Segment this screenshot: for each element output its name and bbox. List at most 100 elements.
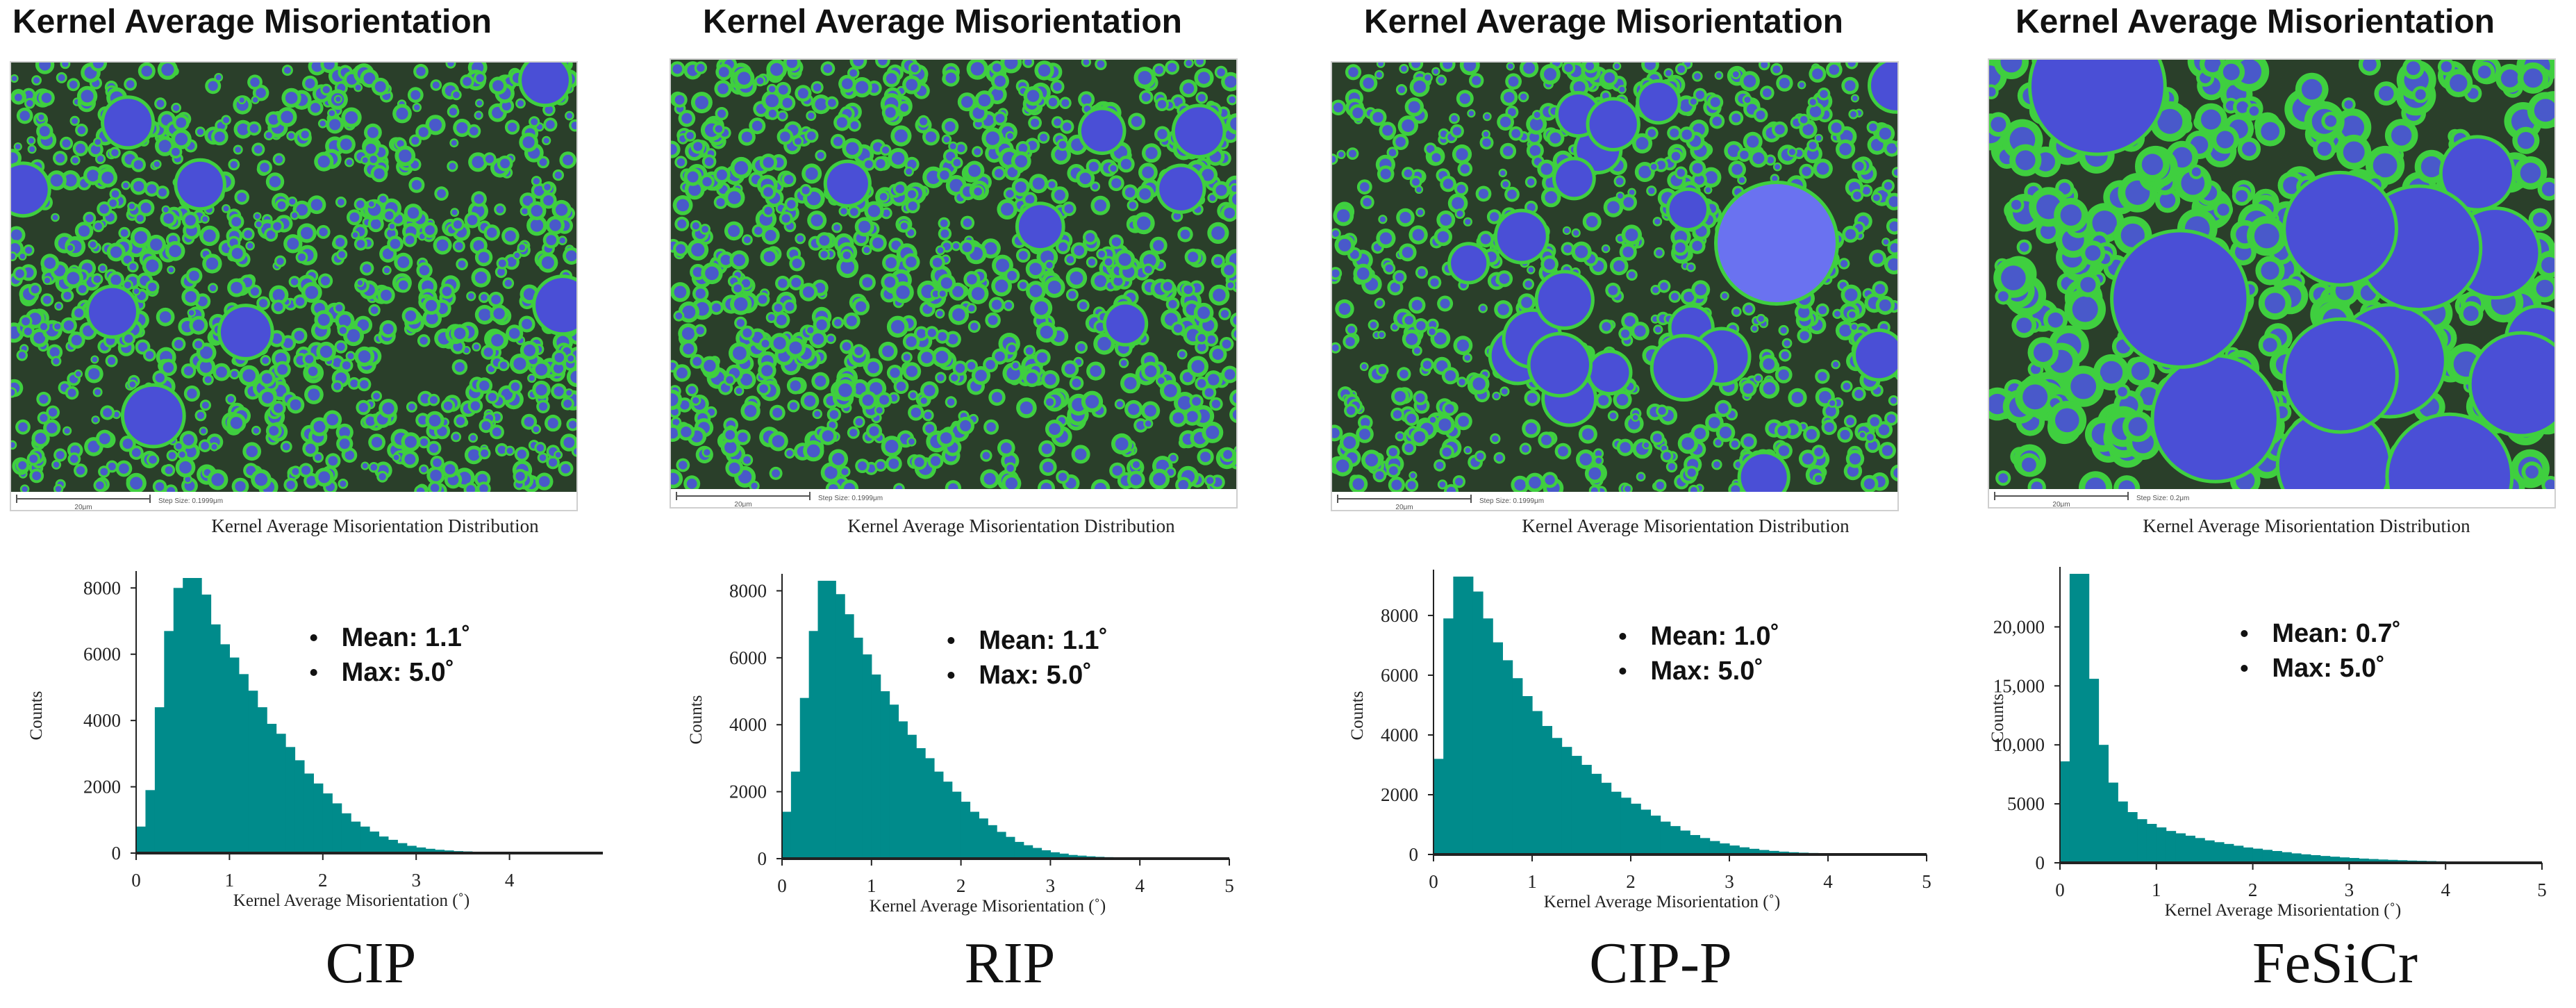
grain	[795, 138, 801, 145]
grain	[308, 366, 318, 377]
grain	[1170, 454, 1177, 462]
grain	[1363, 77, 1374, 89]
grain	[692, 397, 699, 404]
grain	[1687, 468, 1696, 477]
grain	[179, 461, 192, 474]
bar	[173, 588, 183, 853]
grain	[911, 64, 919, 72]
grain	[1480, 305, 1486, 312]
grain	[1153, 240, 1164, 251]
grain	[842, 342, 851, 351]
grain	[1141, 92, 1151, 102]
grain	[1158, 377, 1165, 384]
grain	[1186, 411, 1198, 422]
grain	[869, 426, 879, 436]
grain	[952, 308, 965, 322]
grain	[819, 235, 830, 246]
grain	[823, 64, 833, 74]
grain	[1389, 466, 1398, 475]
sample-label: RIP	[964, 931, 1056, 995]
grain	[185, 291, 197, 303]
grain	[1456, 184, 1466, 194]
grain	[733, 284, 742, 292]
grain	[1582, 428, 1594, 440]
grain	[758, 295, 767, 304]
grain	[1182, 372, 1193, 383]
bar	[219, 644, 230, 853]
grain	[197, 129, 204, 135]
grain	[742, 328, 752, 338]
grain	[1890, 397, 1897, 404]
grain	[1130, 474, 1142, 486]
grain	[365, 143, 376, 154]
grain	[1049, 423, 1061, 435]
grain	[765, 229, 776, 242]
grain	[543, 195, 554, 206]
grain	[1167, 63, 1177, 72]
scale-strip	[11, 492, 576, 510]
grain	[1333, 102, 1343, 113]
grain	[744, 404, 757, 418]
grain	[681, 427, 692, 438]
grain	[546, 235, 557, 245]
grain	[947, 333, 958, 345]
grain	[1172, 412, 1184, 424]
grain	[100, 468, 108, 476]
grain	[287, 238, 299, 250]
grain	[814, 411, 821, 418]
grain	[704, 359, 716, 372]
grain	[1429, 321, 1437, 329]
grain	[271, 333, 283, 344]
bar	[145, 790, 156, 853]
grain	[1053, 82, 1062, 92]
bar	[916, 747, 926, 859]
bar	[285, 747, 296, 853]
grain	[1802, 166, 1811, 176]
grain	[124, 334, 133, 343]
grain	[197, 411, 205, 420]
grain	[338, 315, 351, 327]
grain	[1829, 65, 1840, 75]
grain	[841, 468, 849, 475]
grain	[910, 392, 917, 399]
grain	[1197, 94, 1206, 102]
grain	[533, 178, 540, 185]
grain	[991, 88, 1004, 101]
grain	[357, 280, 363, 286]
grain	[474, 271, 488, 284]
grain	[1197, 72, 1211, 84]
grain	[768, 85, 776, 92]
grain	[370, 463, 378, 471]
grain	[541, 256, 554, 269]
grain	[192, 319, 205, 331]
grain	[671, 427, 679, 439]
grain	[1005, 477, 1018, 490]
grain	[1502, 181, 1509, 188]
grain	[390, 238, 401, 249]
grain	[322, 85, 330, 94]
grain	[522, 136, 535, 149]
grain	[201, 402, 209, 409]
grain	[411, 180, 422, 190]
grain	[1692, 163, 1703, 174]
grain	[141, 65, 153, 77]
grain	[1178, 396, 1192, 410]
grain	[1478, 188, 1489, 199]
grain	[466, 485, 476, 494]
grain	[1888, 196, 1897, 207]
grain	[310, 199, 323, 210]
grain	[1037, 352, 1048, 363]
grain	[879, 395, 890, 405]
grain	[774, 304, 783, 312]
chart-title: Kernel Average Misorientation Distributi…	[211, 515, 539, 536]
grain	[1541, 434, 1552, 445]
grain	[676, 158, 685, 167]
grain	[1443, 63, 1453, 69]
grain	[131, 448, 141, 457]
grain	[1816, 162, 1829, 175]
map-title: Kernel Average Misorientation	[703, 3, 1182, 40]
bar	[341, 813, 351, 853]
grain	[1802, 124, 1814, 135]
grain	[451, 209, 458, 215]
grain	[763, 251, 776, 263]
